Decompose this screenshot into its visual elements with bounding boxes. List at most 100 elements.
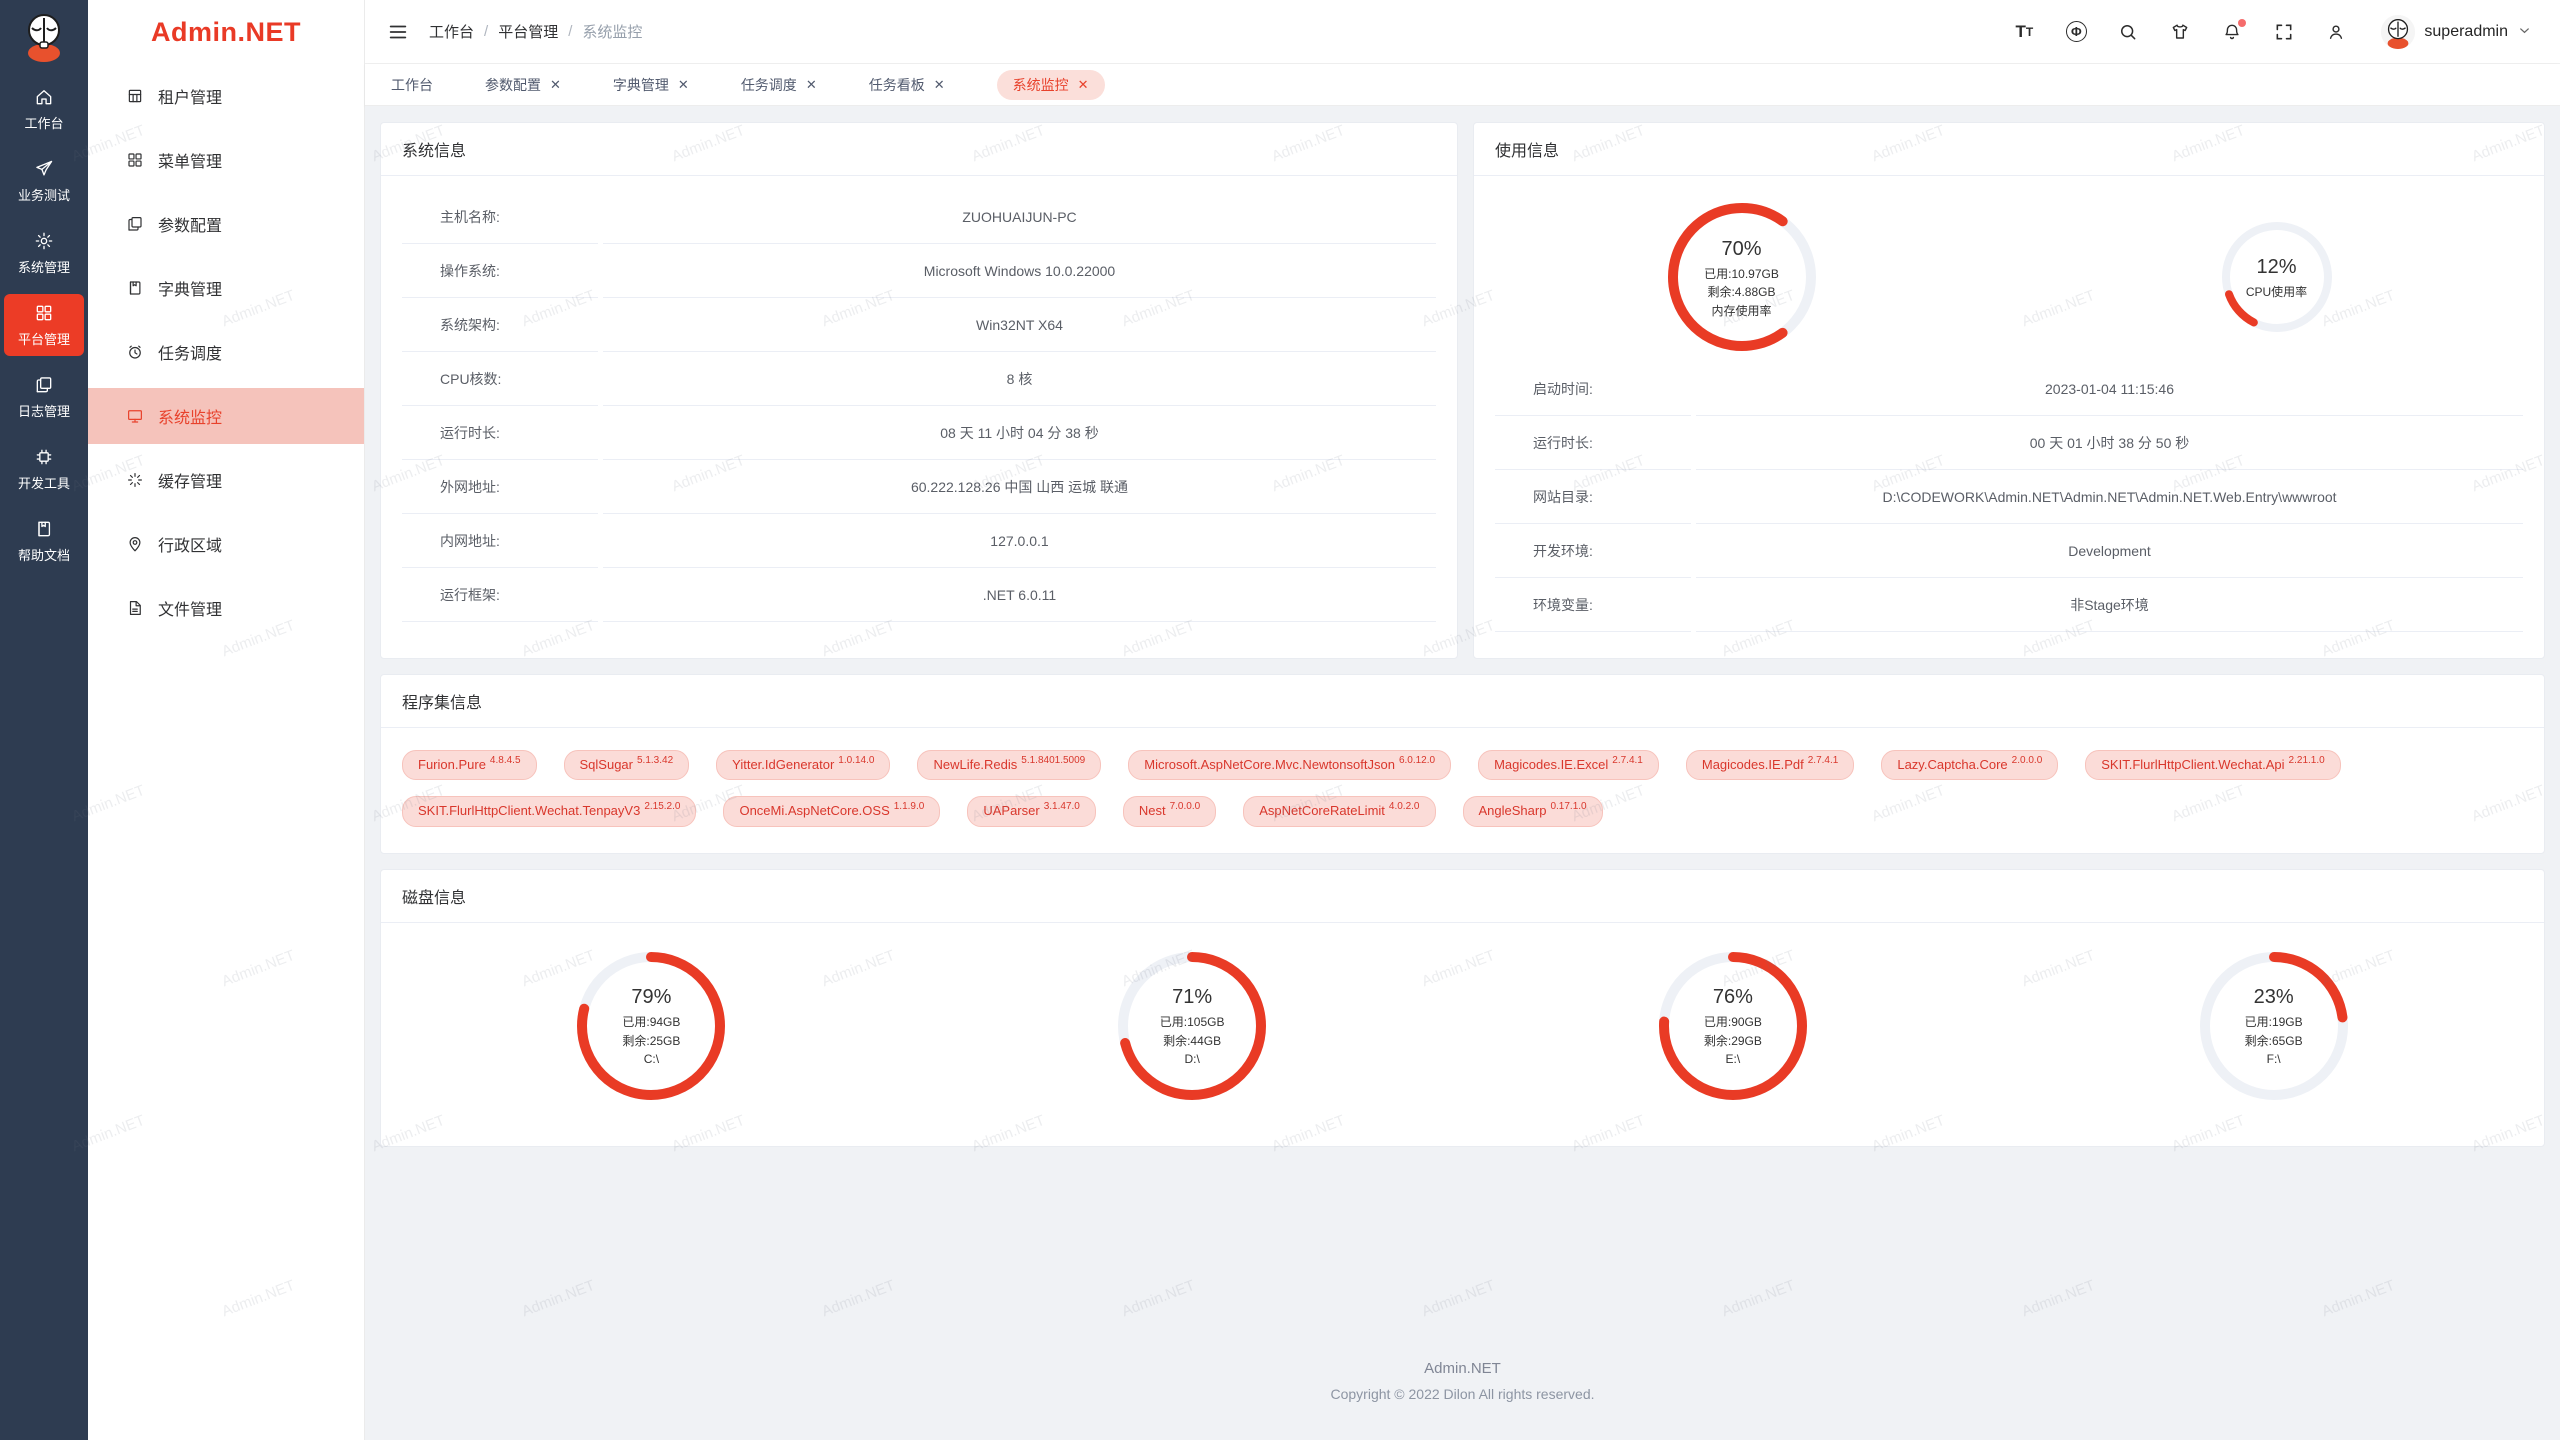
menu-item-region[interactable]: 行政区域	[88, 516, 364, 572]
info-row-label: 启动时间:	[1495, 362, 1691, 416]
gauge-line: 已用:10.97GB	[1704, 266, 1779, 281]
close-icon[interactable]: ✕	[805, 76, 817, 92]
tab-job[interactable]: 任务调度 ✕	[741, 70, 817, 100]
rail-items: 工作台 业务测试 系统管理 平台管理 日志管理 开发工具 帮助文档	[4, 78, 84, 582]
assembly-name: Lazy.Captcha.Core	[1897, 757, 2008, 772]
gauge-cpu: 12% CPU使用率	[2221, 221, 2333, 333]
close-icon[interactable]: ✕	[677, 76, 689, 92]
info-row-value: D:\CODEWORK\Admin.NET\Admin.NET\Admin.NE…	[1696, 470, 2523, 524]
copy-icon	[34, 375, 54, 395]
theme-icon[interactable]	[2169, 21, 2191, 43]
breadcrumb-item[interactable]: 平台管理	[498, 24, 559, 41]
menu-item-monitor[interactable]: 系统监控	[88, 388, 364, 444]
profile-icon[interactable]	[2325, 21, 2347, 43]
menu-item-menu[interactable]: 菜单管理	[88, 132, 364, 188]
close-icon[interactable]: ✕	[1077, 76, 1089, 92]
menu-item-cache[interactable]: 缓存管理	[88, 452, 364, 508]
menu-item-label: 参数配置	[158, 218, 223, 235]
menu-sidebar: Admin.NET 租户管理 菜单管理 参数配置 字典管理 任务调度 系统监控 …	[88, 0, 365, 1440]
monitor-icon	[126, 407, 144, 425]
gauge-line: 剩余:4.88GB	[1707, 285, 1776, 300]
tab-label: 工作台	[391, 76, 433, 93]
gauge-line: 剩余:44GB	[1163, 1033, 1222, 1048]
collapse-sidebar-icon[interactable]	[387, 21, 409, 43]
menu-item-config[interactable]: 参数配置	[88, 196, 364, 252]
rail-item-help-docs[interactable]: 帮助文档	[4, 510, 84, 572]
footer-copyright: Copyright © 2022 Dilon All rights reserv…	[1330, 1386, 1595, 1402]
tab-workbench[interactable]: 工作台	[391, 70, 433, 100]
menu-item-file[interactable]: 文件管理	[88, 580, 364, 636]
breadcrumb-item[interactable]: 工作台	[429, 24, 475, 41]
assembly-version: 5.1.8401.5009	[1021, 755, 1086, 766]
menu-item-tenant[interactable]: 租户管理	[88, 68, 364, 124]
info-row-label: 外网地址:	[402, 460, 598, 514]
info-row-label: 运行时长:	[402, 406, 598, 460]
app-logo-mascot[interactable]	[18, 8, 70, 64]
close-icon[interactable]: ✕	[933, 76, 945, 92]
gauge-line: 剩余:29GB	[1703, 1033, 1762, 1048]
system-info-card: 系统信息 主机名称: ZUOHUAIJUN-PC 操作系统: Microsoft…	[380, 122, 1458, 659]
tab-label: 系统监控	[1012, 76, 1069, 93]
spin-icon	[126, 471, 144, 489]
assembly-name: Furion.Pure	[418, 757, 486, 772]
info-row-label: 开发环境:	[1495, 524, 1691, 578]
breadcrumb-separator: /	[568, 23, 573, 40]
menu-item-job[interactable]: 任务调度	[88, 324, 364, 380]
breadcrumb: 工作台 / 平台管理 / 系统监控	[429, 21, 642, 42]
gauge-line: 剩余:65GB	[2244, 1033, 2303, 1048]
file-icon	[126, 599, 144, 617]
content-area: 系统信息 主机名称: ZUOHUAIJUN-PC 操作系统: Microsoft…	[365, 106, 2560, 1440]
user-menu[interactable]: superadmin	[2381, 14, 2532, 49]
rail-item-dev-tools[interactable]: 开发工具	[4, 438, 84, 500]
info-row: 运行时长: 08 天 11 小时 04 分 38 秒	[402, 406, 1436, 460]
rail-item-label: 帮助文档	[17, 548, 70, 563]
info-row-label: 主机名称:	[402, 190, 598, 244]
language-icon[interactable]: Φ	[2065, 21, 2087, 43]
search-icon[interactable]	[2117, 21, 2139, 43]
assembly-version: 2.7.4.1	[1612, 755, 1643, 766]
info-row: 主机名称: ZUOHUAIJUN-PC	[402, 190, 1436, 244]
assembly-name: SKIT.FlurlHttpClient.Wechat.TenpayV3	[418, 803, 641, 819]
rail-item-system-mgmt[interactable]: 系统管理	[4, 222, 84, 284]
assembly-version: 7.0.0.0	[1169, 801, 1201, 813]
assembly-tag: SqlSugar 5.1.3.42	[563, 750, 690, 781]
assembly-tag: Yitter.IdGenerator 1.0.14.0	[716, 750, 891, 781]
rail-item-log-mgmt[interactable]: 日志管理	[4, 366, 84, 428]
info-row: CPU核数: 8 核	[402, 352, 1436, 406]
assembly-tag: AspNetCoreRateLimit 4.0.2.0	[1243, 796, 1436, 827]
book-icon	[34, 519, 54, 539]
assembly-name: AngleSharp	[1478, 803, 1547, 819]
rail-item-workbench[interactable]: 工作台	[4, 78, 84, 140]
app-logo-text[interactable]: Admin.NET	[151, 16, 301, 47]
close-icon[interactable]: ✕	[550, 76, 561, 92]
avatar	[2381, 14, 2416, 49]
gauge-percent: 23%	[2253, 986, 2294, 1009]
tab-config[interactable]: 参数配置 ✕	[485, 70, 561, 100]
rail-item-label: 系统管理	[17, 260, 70, 275]
assembly-version: 0.17.1.0	[1550, 801, 1587, 813]
assembly-tag: Microsoft.AspNetCore.Mvc.NewtonsoftJson …	[1128, 750, 1452, 781]
tab-monitor[interactable]: 系统监控 ✕	[996, 69, 1105, 100]
notification-icon[interactable]	[2221, 18, 2247, 43]
menu-items: 租户管理 菜单管理 参数配置 字典管理 任务调度 系统监控 缓存管理 行政区域 …	[88, 64, 364, 644]
send-icon	[34, 159, 54, 179]
menu-item-label: 行政区域	[158, 538, 223, 555]
copy-icon	[126, 215, 144, 233]
tab-job-board[interactable]: 任务看板 ✕	[869, 70, 945, 100]
info-row-value: 08 天 11 小时 04 分 38 秒	[603, 406, 1436, 460]
gauge-e: 76% 已用:90GB 剩余:29GB E:\	[1658, 951, 1808, 1101]
bank-icon	[126, 87, 144, 105]
tab-dict[interactable]: 字典管理 ✕	[613, 70, 689, 100]
fullscreen-icon[interactable]	[2273, 21, 2295, 43]
assembly-name: OnceMi.AspNetCore.OSS	[739, 803, 890, 819]
info-row: 内网地址: 127.0.0.1	[402, 514, 1436, 568]
rail-item-platform-mgmt[interactable]: 平台管理	[4, 294, 84, 356]
menu-item-dict[interactable]: 字典管理	[88, 260, 364, 316]
rail-item-biz-test[interactable]: 业务测试	[4, 150, 84, 212]
gauge-d: 71% 已用:105GB 剩余:44GB D:\	[1117, 951, 1267, 1101]
info-row-value: 非Stage环境	[1696, 578, 2523, 632]
assembly-name: SqlSugar	[579, 757, 633, 772]
usage-info-rows: 启动时间: 2023-01-04 11:15:46 运行时长: 00 天 01 …	[1474, 362, 2544, 632]
gauge-text: 79% 已用:94GB 剩余:25GB C:\	[622, 982, 680, 1069]
